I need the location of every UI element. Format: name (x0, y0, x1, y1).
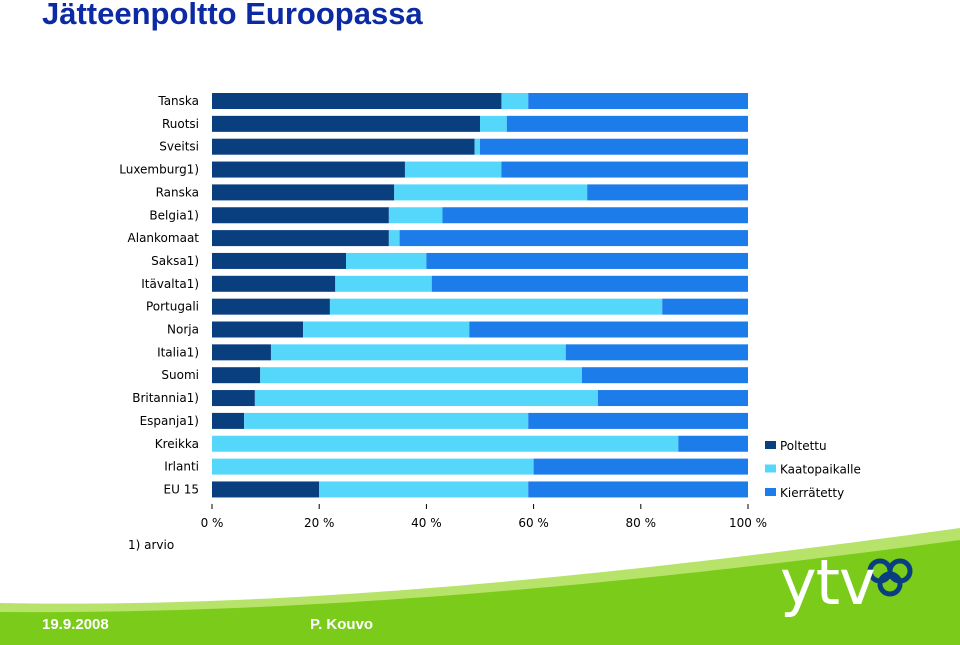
bar-segment-1-row-13 (212, 367, 261, 384)
category-label: Tanska (157, 94, 199, 108)
category-label: Italia1) (157, 345, 199, 359)
category-label: Irlanti (164, 460, 199, 474)
bar-segment-2-row-4 (404, 161, 502, 178)
bar-segment-2-row-18 (319, 481, 529, 498)
bar-segment-2-row-12 (270, 344, 566, 361)
category-label: Norja (167, 323, 199, 337)
bar-segment-2-row-9 (335, 275, 432, 292)
category-label: Britannia1) (132, 391, 199, 405)
bar-segment-2-row-7 (388, 230, 400, 247)
bar-segment-2-row-15 (244, 412, 529, 429)
bars-group (212, 93, 748, 498)
category-label: Suomi (161, 368, 199, 382)
footnote: 1) arvio (128, 538, 174, 552)
page-title: Jätteenpoltto Euroopassa (42, 0, 423, 31)
bar-segment-1-row-12 (212, 344, 271, 361)
legend-swatch-1 (765, 441, 776, 449)
bar-segment-1-row-4 (212, 161, 405, 178)
ytv-logo: ytv (780, 546, 876, 619)
bar-segment-1-row-11 (212, 321, 304, 338)
legend-swatch-2 (765, 464, 776, 473)
bar-segment-3-row-17 (533, 458, 748, 475)
bar-segment-2-row-16 (212, 435, 679, 452)
bar-segment-2-row-5 (394, 184, 588, 201)
bar-segment-2-row-6 (388, 207, 443, 224)
category-label: Kreikka (155, 437, 199, 451)
bar-segment-3-row-2 (506, 115, 748, 132)
bar-segment-3-row-3 (480, 138, 748, 155)
legend: Poltettu Kaatopaikalle Kierrätetty (765, 439, 861, 500)
x-tick-label: 100 % (729, 516, 767, 530)
bar-segment-1-row-8 (212, 252, 346, 269)
bar-segment-3-row-8 (426, 252, 748, 269)
footer-author: P. Kouvo (310, 616, 374, 633)
legend-label-3: Kierrätetty (780, 486, 844, 500)
bar-segment-3-row-9 (431, 275, 748, 292)
bar-segment-3-row-16 (678, 435, 748, 452)
bar-segment-1-row-2 (212, 115, 480, 132)
bar-segment-2-row-3 (474, 138, 480, 155)
category-label: Belgia1) (149, 208, 199, 222)
category-label: Alankomaat (128, 231, 200, 245)
bar-segment-1-row-15 (212, 412, 245, 429)
bar-segment-3-row-11 (469, 321, 748, 338)
bar-segment-2-row-13 (260, 367, 582, 384)
bar-segment-1-row-6 (212, 207, 389, 224)
bar-segment-2-row-11 (303, 321, 470, 338)
legend-swatch-3 (765, 488, 776, 496)
bar-segment-3-row-1 (528, 93, 748, 109)
bar-segment-3-row-5 (587, 184, 748, 201)
bar-segment-3-row-13 (581, 367, 748, 384)
category-label: Espanja1) (140, 414, 199, 428)
x-tick-label: 60 % (518, 516, 549, 530)
x-tick-label: 20 % (304, 516, 335, 530)
bar-segment-1-row-7 (212, 230, 389, 247)
bar-segment-2-row-1 (501, 93, 529, 109)
bar-segment-3-row-18 (528, 481, 748, 498)
bar-segment-1-row-5 (212, 184, 395, 201)
category-label: Ruotsi (162, 117, 199, 131)
category-label: Luxemburg1) (119, 163, 199, 177)
bar-segment-3-row-10 (662, 298, 748, 315)
bar-segment-1-row-14 (212, 390, 255, 407)
legend-label-2: Kaatopaikalle (780, 463, 861, 477)
legend-label-1: Poltettu (780, 439, 827, 453)
bar-segment-2-row-2 (480, 115, 507, 132)
x-tick-label: 80 % (626, 516, 657, 530)
footer-date: 19.9.2008 (42, 616, 109, 633)
bar-segment-3-row-7 (399, 230, 748, 247)
x-tick-label: 40 % (411, 516, 442, 530)
x-axis-ticks: 0 % 20 % 40 % 60 % 80 % 100 % (201, 504, 767, 530)
category-label: EU 15 (164, 482, 199, 496)
bar-segment-3-row-4 (501, 161, 748, 178)
bar-segment-1-row-18 (212, 481, 320, 498)
x-tick-label: 0 % (201, 516, 224, 530)
bar-segment-2-row-8 (346, 252, 427, 269)
bar-segment-1-row-1 (212, 93, 502, 109)
category-labels: Tanska Ruotsi Sveitsi Luxemburg1) Ranska Belg… (119, 94, 199, 496)
category-label: Portugali (146, 300, 199, 314)
category-label: Ranska (156, 185, 199, 199)
bar-segment-2-row-14 (254, 390, 598, 407)
bar-segment-3-row-15 (528, 412, 748, 429)
category-label: Saksa1) (151, 254, 199, 268)
category-label: Itävalta1) (141, 277, 199, 291)
bar-segment-2-row-17 (212, 458, 534, 475)
bar-segment-1-row-10 (212, 298, 330, 315)
bar-segment-3-row-12 (565, 344, 748, 361)
category-label: Sveitsi (159, 140, 199, 154)
bar-segment-3-row-6 (442, 207, 748, 224)
bar-segment-2-row-10 (329, 298, 663, 315)
bar-segment-3-row-14 (597, 390, 748, 407)
bar-segment-1-row-3 (212, 138, 475, 155)
bar-segment-1-row-9 (212, 275, 336, 292)
